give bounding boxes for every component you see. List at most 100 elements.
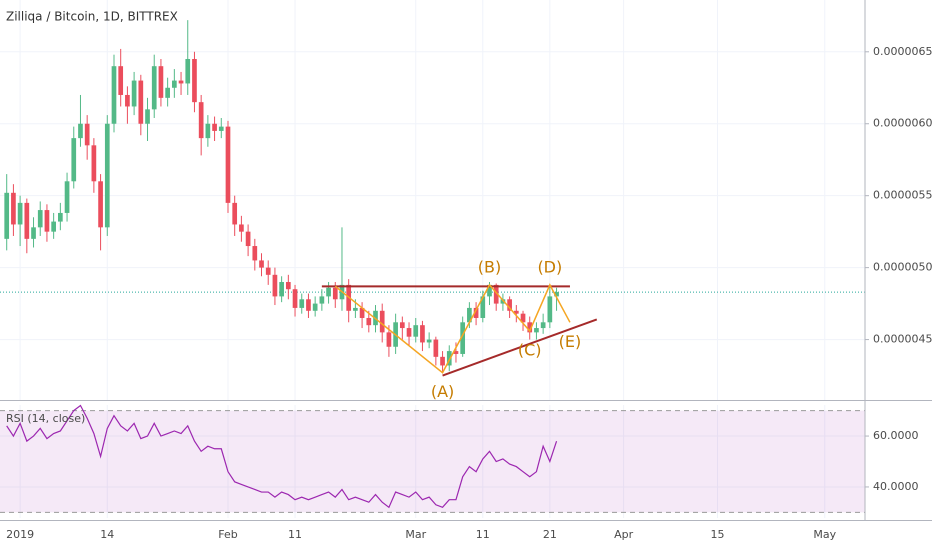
candle-body	[453, 351, 459, 354]
candle-body	[527, 322, 533, 333]
x-tick-label: 14	[100, 528, 114, 541]
candle-body	[534, 328, 539, 333]
candle-body	[259, 260, 264, 268]
candle-body	[440, 356, 445, 366]
wave-label: (E)	[559, 332, 582, 351]
candle-body	[118, 66, 124, 95]
candle-body	[292, 289, 298, 308]
candle-body	[420, 325, 425, 343]
candle-body	[547, 296, 553, 323]
candle-body	[265, 267, 271, 275]
candle-body	[31, 227, 36, 239]
x-tick-label: 2019	[6, 528, 34, 541]
y-tick-label: 0.00000650	[873, 45, 932, 58]
candle-body	[285, 282, 291, 290]
wave-line	[334, 283, 571, 374]
indicator-title: RSI (14, close)	[6, 412, 85, 425]
candle-body	[554, 292, 559, 297]
wave-label: (B)	[478, 257, 501, 276]
candle-body	[319, 296, 325, 304]
x-tick-label: 15	[710, 528, 724, 541]
candle-body	[11, 192, 16, 225]
candle-body	[58, 212, 63, 222]
candle-body	[487, 284, 492, 297]
x-tick-label: Apr	[614, 528, 634, 541]
x-tick-label: Feb	[218, 528, 237, 541]
candle-body	[84, 123, 90, 146]
candle-body	[399, 322, 405, 329]
candle-body	[131, 80, 137, 107]
candle-body	[433, 339, 439, 357]
y-tick-label: 60.0000	[873, 429, 919, 442]
candle-body	[44, 210, 50, 232]
rsi-line	[6, 404, 558, 509]
candle-body	[171, 80, 177, 88]
candle-body	[540, 322, 546, 329]
candle-body	[272, 274, 278, 297]
candle-body	[366, 317, 372, 326]
chart-title: Zilliqa / Bitcoin, 1D, BITTREX	[6, 10, 178, 24]
candle-body	[446, 351, 452, 366]
candle-body	[78, 123, 83, 139]
wave-label: (A)	[431, 382, 454, 401]
candle-body	[205, 123, 211, 139]
candle-body	[4, 192, 10, 239]
candle-body	[299, 299, 305, 308]
candle-body	[51, 221, 56, 232]
candle-body	[467, 307, 472, 323]
candle-body	[332, 287, 338, 300]
candle-body	[71, 138, 77, 182]
candle-body	[386, 332, 392, 347]
candle-body	[158, 66, 164, 98]
candle-body	[353, 307, 358, 311]
rsi-band	[0, 410, 865, 513]
candle-body	[252, 246, 258, 261]
candle-body	[480, 296, 486, 318]
candle-body	[413, 325, 419, 337]
candle-body	[379, 310, 385, 333]
candle-body	[145, 109, 150, 124]
candle-body	[239, 224, 244, 232]
candle-body	[178, 80, 184, 84]
y-tick-label: 40.0000	[873, 480, 919, 493]
x-tick-label: Mar	[405, 528, 426, 541]
candle-body	[245, 231, 251, 247]
candle-body	[232, 202, 238, 225]
candle-body	[520, 313, 526, 323]
trend-line	[442, 318, 598, 377]
candle-body	[37, 210, 43, 228]
x-tick-label: 11	[476, 528, 490, 541]
candle-body	[507, 299, 512, 311]
candle-body	[125, 94, 130, 107]
candle-body	[24, 202, 30, 239]
candle-body	[138, 80, 144, 124]
candle-body	[460, 322, 466, 354]
candle-body	[91, 145, 97, 182]
candle-body	[500, 299, 506, 304]
candle-body	[513, 310, 519, 314]
candle-body	[359, 307, 365, 318]
x-tick-label: 21	[543, 528, 557, 541]
candle-body	[104, 123, 110, 228]
candle-body	[326, 287, 331, 297]
candle-body	[279, 282, 284, 297]
candle-body	[198, 102, 204, 139]
candle-body	[218, 126, 224, 131]
candle-body	[165, 87, 170, 98]
candle-body	[225, 126, 231, 203]
x-tick-label: May	[813, 528, 836, 541]
candle-body	[192, 58, 197, 103]
candle-body	[212, 123, 217, 131]
candle-body	[406, 328, 412, 337]
candle-body	[185, 58, 191, 84]
wave-label: (D)	[537, 257, 562, 276]
wave-label: (C)	[518, 340, 542, 359]
candle-body	[306, 299, 311, 311]
candle-body	[151, 66, 157, 110]
